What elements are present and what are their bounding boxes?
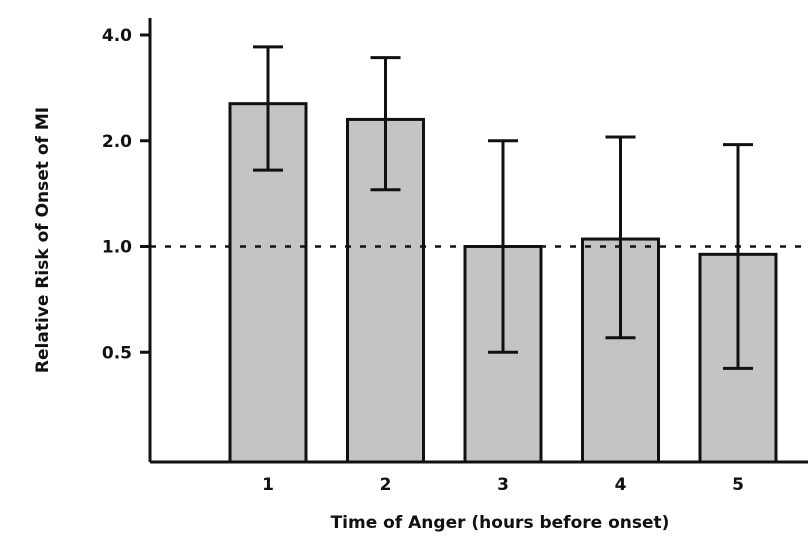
x-tick-label: 4 [615, 475, 627, 495]
x-tick-label: 1 [262, 475, 274, 495]
error-bars-layer [253, 45, 753, 370]
y-tick-label: 2.0 [102, 132, 132, 152]
x-axis-title: Time of Anger (hours before onset) [331, 513, 670, 533]
y-tick-label: 1.0 [102, 238, 132, 258]
y-tick-label: 0.5 [102, 343, 132, 363]
x-ticks: 1 2 3 4 5 [262, 475, 744, 495]
y-axis-title: Relative Risk of Onset of MI [33, 107, 53, 373]
y-ticks: 0.5 1.0 2.0 4.0 [102, 26, 150, 363]
y-tick-label: 4.0 [102, 26, 132, 46]
x-tick-label: 2 [380, 475, 392, 495]
x-tick-label: 3 [497, 475, 509, 495]
bar-4 [581, 237, 660, 464]
x-tick-label: 5 [732, 475, 744, 495]
